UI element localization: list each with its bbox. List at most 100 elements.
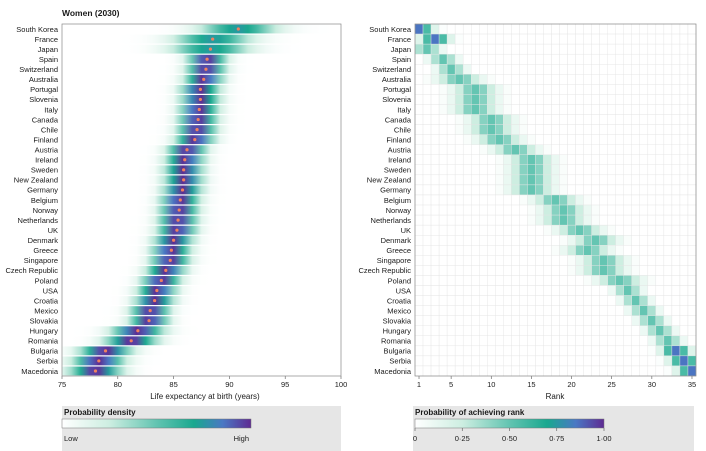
rank-cell: [679, 124, 689, 135]
median-marker: [136, 329, 140, 333]
rank-cell: [631, 74, 640, 85]
rank-cell: [462, 355, 472, 367]
left-x-tick-label: 85: [169, 380, 177, 389]
rank-cell: [462, 234, 472, 246]
rank-cell: [503, 134, 512, 145]
rank-cell: [647, 184, 657, 196]
rank-cell: [575, 355, 584, 367]
rank-cell: [679, 23, 689, 35]
rank-cell: [671, 355, 681, 367]
rank-cell: [599, 64, 608, 75]
rank-cell: [583, 184, 592, 196]
rank-cell: [679, 335, 689, 347]
rank-cell: [575, 255, 584, 266]
rank-cell: [438, 64, 448, 75]
rank-cell: [623, 275, 632, 286]
rank-cell: [527, 245, 536, 256]
density-band: [62, 235, 341, 245]
rank-cell: [479, 154, 488, 166]
rank-cell: [591, 275, 600, 286]
rank-cell: [422, 365, 432, 377]
rank-cell: [543, 265, 552, 276]
rank-cell: [567, 305, 576, 316]
rank-cell: [551, 194, 560, 206]
left-row-label: Australia: [29, 75, 59, 84]
rank-cell: [599, 134, 608, 145]
rank-cell: [679, 134, 689, 145]
rank-cell: [679, 285, 689, 296]
rank-cell: [446, 33, 456, 45]
rank-cell: [479, 164, 488, 176]
rank-cell: [527, 184, 536, 196]
rank-cell: [479, 124, 488, 135]
rank-cell: [511, 114, 520, 125]
rank-cell: [679, 265, 689, 276]
right-legend-ticks: 0 0·25 0·50 0·75 1·00: [413, 428, 612, 443]
rank-cell: [495, 265, 504, 276]
density-band: [62, 245, 341, 255]
rank-cell: [655, 74, 665, 85]
rank-cell: [679, 305, 689, 316]
left-legend-bg: [62, 406, 341, 451]
rank-cell: [639, 134, 649, 145]
rank-cell: [495, 23, 504, 35]
rank-cell: [583, 124, 592, 135]
rank-cell: [583, 355, 592, 367]
rank-cell: [679, 214, 689, 226]
rank-cell: [663, 285, 673, 296]
rank-cell: [607, 234, 616, 246]
rank-cell: [663, 43, 673, 55]
rank-cell: [551, 23, 560, 35]
rank-cell: [511, 184, 520, 196]
rank-cell: [591, 295, 600, 306]
rank-cell: [647, 245, 657, 256]
rank-cell: [527, 124, 536, 135]
left-x-tick-label: 100: [335, 380, 348, 389]
rank-cell: [623, 194, 632, 206]
median-marker: [195, 128, 199, 132]
rank-cell: [631, 365, 640, 377]
rank-cell: [511, 144, 520, 155]
rank-cell: [639, 315, 649, 326]
rank-cell: [430, 33, 440, 45]
rank-cell: [631, 335, 640, 347]
rank-cell: [430, 184, 440, 196]
rank-cell: [583, 194, 592, 206]
rank-cell: [454, 74, 464, 85]
rank-cell: [671, 335, 681, 347]
right-row-label: Switzerland: [372, 65, 411, 74]
rank-cell: [543, 164, 552, 176]
rank-cell: [414, 114, 424, 125]
rank-cell: [647, 64, 657, 75]
rank-cell: [422, 224, 432, 236]
rank-cell: [495, 245, 504, 256]
rank-cell: [430, 305, 440, 316]
rank-cell: [471, 124, 480, 135]
rank-cell: [607, 315, 616, 326]
right-row-label: UK: [401, 226, 411, 235]
rank-cell: [479, 74, 488, 85]
rank-cell: [575, 325, 584, 336]
rank-cell: [519, 315, 528, 326]
rank-cell: [503, 174, 512, 186]
rank-cell: [567, 114, 576, 125]
rank-cell: [479, 234, 488, 246]
rank-cell: [663, 124, 673, 135]
right-row-label: South Korea: [369, 25, 412, 34]
rank-cell: [535, 365, 544, 377]
density-band: [62, 195, 341, 205]
rank-cell: [543, 144, 552, 155]
rank-cell: [471, 315, 480, 326]
right-row-label: Slovakia: [383, 316, 412, 325]
rank-cell: [687, 245, 697, 256]
rank-cell: [519, 224, 528, 236]
rank-cell: [607, 214, 616, 226]
right-x-tick-label: 1: [417, 380, 421, 389]
rank-cell: [671, 325, 681, 336]
right-x-tick-label: 15: [527, 380, 535, 389]
median-marker: [129, 339, 133, 343]
rank-cell: [655, 104, 665, 115]
right-row-label: Greece: [386, 246, 411, 255]
rank-cell: [446, 315, 456, 326]
rank-cell: [414, 355, 424, 367]
